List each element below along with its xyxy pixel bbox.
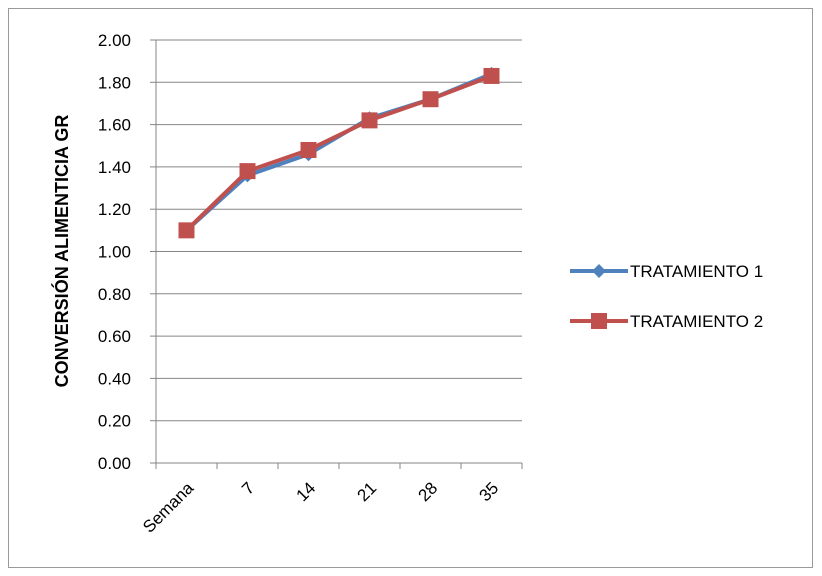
y-tick-label: 0.00 [98,454,131,473]
data-point [361,112,378,129]
data-point [422,91,439,108]
legend-marker [592,264,606,278]
x-tick-labels: Semana 7 14 21 28 35 [139,478,502,537]
y-tick-label: 2.00 [98,31,131,50]
series-group [178,66,500,239]
axes [155,40,523,469]
y-tick-label: 0.80 [98,285,131,304]
data-point [178,222,195,239]
legend-label: TRATAMIENTO 1 [630,262,763,281]
legend-marker [591,313,607,329]
x-tick-label: 21 [354,478,381,505]
series-line [185,71,493,232]
gridlines [150,39,522,464]
y-tick-label: 1.00 [98,243,131,262]
y-tick-label: 0.60 [98,327,131,346]
x-tick-label: 35 [476,478,503,505]
series-line [185,74,493,232]
x-tick-label: 14 [293,478,320,505]
data-point [239,163,256,180]
x-tick-label: 7 [238,478,258,498]
series-2 [178,67,500,239]
y-tick-labels: 0.00 0.20 0.40 0.60 0.80 1.00 1.20 1.40 1.60 1.80… [98,31,131,473]
y-tick-label: 1.20 [98,200,131,219]
data-point [300,141,317,158]
y-tick-label: 1.80 [98,73,131,92]
y-tick-label: 1.40 [98,158,131,177]
data-point [483,67,500,84]
y-axis-label: CONVERSIÓN ALIMENTICIA GR [51,115,72,388]
y-tick-label: 0.20 [98,412,131,431]
legend-label: TRATAMIENTO 2 [630,312,763,331]
y-tick-label: 0.40 [98,369,131,388]
x-tick-label: 28 [415,478,442,505]
y-tick-label: 1.60 [98,116,131,135]
legend: TRATAMIENTO 1 TRATAMIENTO 2 [570,262,763,331]
chart-frame [8,8,813,568]
x-tick-label: Semana [139,478,198,537]
